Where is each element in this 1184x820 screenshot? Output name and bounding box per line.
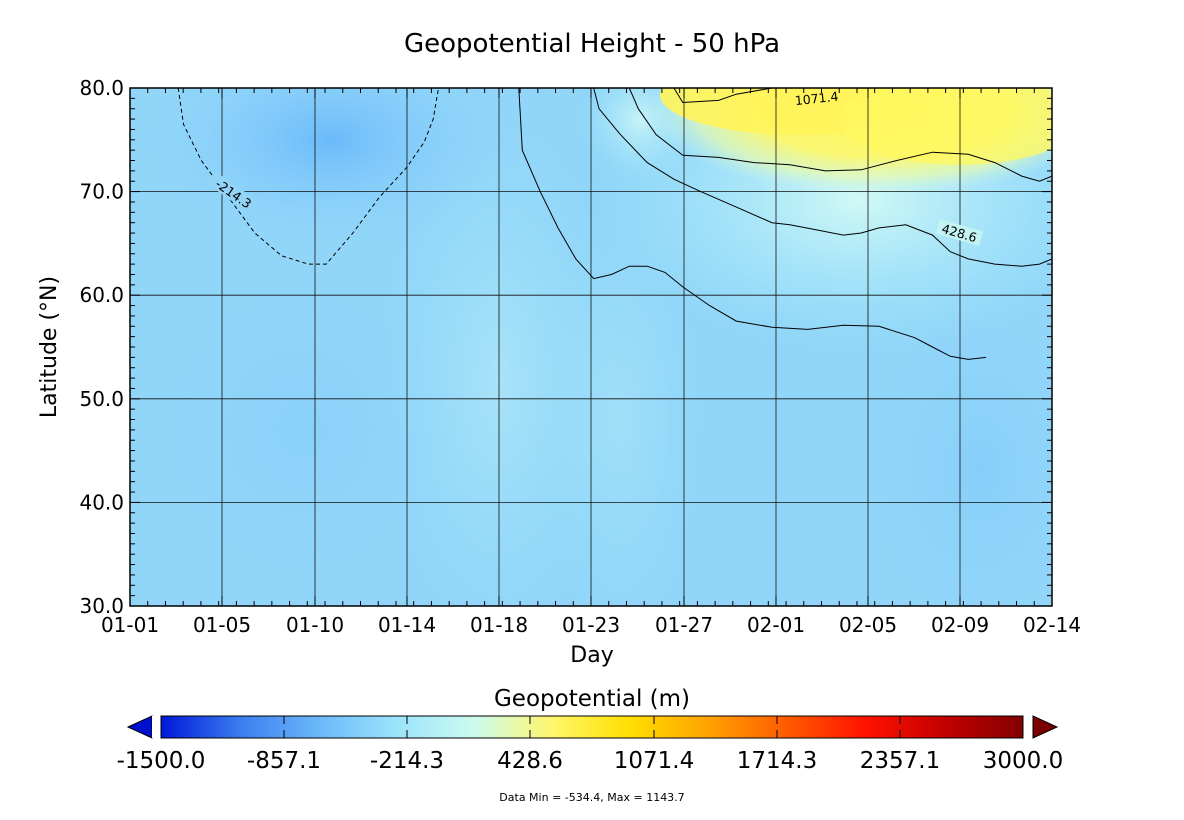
x-tick-label: 02-14 (1023, 613, 1081, 637)
colorbar-bar (160, 715, 1024, 739)
heatmap-low-region (140, 88, 520, 250)
colorbar: Geopotential (m) -1500.0 -857.1 -214.3 428.… (117, 686, 1064, 774)
x-tick-label: 01-23 (562, 613, 620, 637)
colorbar-extend-low (126, 715, 153, 739)
y-axis-label: Latitude (°N) (37, 276, 62, 418)
contour-label: 1071.4 (789, 88, 844, 109)
x-tick-label: 01-10 (286, 613, 344, 637)
x-tick-label: 01-14 (378, 613, 436, 637)
y-tick-label: 70.0 (79, 180, 124, 204)
x-tick-label: 01-18 (470, 613, 528, 637)
x-axis-label: Day (570, 643, 613, 668)
colorbar-tick-labels: -1500.0 -857.1 -214.3 428.6 1071.4 1714.3 2357… (117, 748, 1064, 774)
colorbar-extend-gap-low (152, 716, 160, 738)
contours (177, 88, 1052, 360)
contour-line (177, 88, 439, 265)
colorbar-ticks (283, 716, 901, 738)
colorbar-label: Geopotential (m) (494, 686, 690, 712)
heatmap-low-region-2 (140, 250, 460, 606)
contour-label-backdrop (207, 172, 260, 215)
colorbar-tick-label: 1714.3 (737, 748, 817, 774)
chart-title: Geopotential Height - 50 hPa (404, 29, 780, 59)
y-tick-label: 30.0 (79, 594, 124, 618)
contour-label-backdrop (935, 219, 984, 246)
x-tick-label: 01-27 (655, 613, 713, 637)
ticks (129, 87, 1053, 607)
contour-line (673, 88, 773, 104)
x-tick-labels: 01-01 01-05 01-10 01-14 01-18 01-23 01-27 02-01… (101, 613, 1081, 637)
y-tick-label: 40.0 (79, 490, 124, 514)
data-stats: Data Min = -534.4, Max = 1143.7 (499, 791, 684, 804)
grid (130, 88, 1052, 606)
x-tick-label: 02-05 (839, 613, 897, 637)
x-tick-label: 02-09 (931, 613, 989, 637)
colorbar-tick-label: -1500.0 (117, 748, 206, 774)
y-tick-label: 50.0 (79, 387, 124, 411)
y-tick-label: 80.0 (79, 76, 124, 100)
x-tick-label: 01-05 (193, 613, 251, 637)
colorbar-tick-label: 428.6 (497, 748, 563, 774)
contour-label-text: 1071.4 (794, 89, 839, 108)
x-tick-label: 02-01 (747, 613, 805, 637)
colorbar-tick-label: 2357.1 (860, 748, 940, 774)
colorbar-tick-label: 1071.4 (614, 748, 694, 774)
contour-label-backdrop (789, 88, 844, 109)
contour-line (593, 88, 1052, 267)
contour-line (628, 88, 1052, 182)
plot-frame (129, 87, 1053, 607)
contour-line (518, 88, 987, 360)
heatmap-band-light-2 (540, 200, 700, 606)
colorbar-extend-high (1032, 715, 1059, 739)
colorbar-tick-label: 3000.0 (983, 748, 1063, 774)
colorbar-tick-label: -857.1 (247, 748, 321, 774)
y-tick-label: 60.0 (79, 283, 124, 307)
heatmap-high-region-3 (840, 88, 1052, 165)
heatmap-low-region-3 (850, 290, 1052, 606)
x-tick-label: 01-01 (101, 613, 159, 637)
colorbar-tick-label: -214.3 (370, 748, 444, 774)
y-tick-labels: 30.0 40.0 50.0 60.0 70.0 80.0 (79, 76, 124, 618)
